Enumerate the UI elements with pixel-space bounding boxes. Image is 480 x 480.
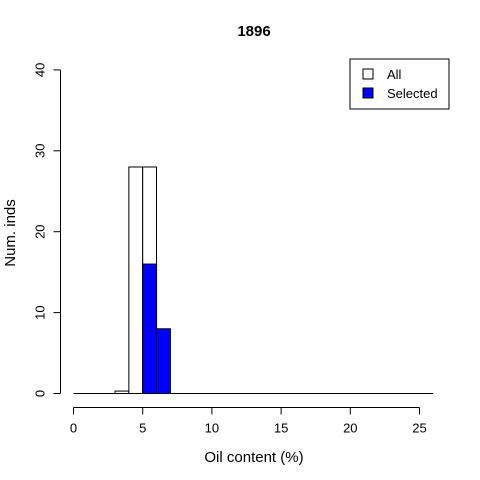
x-tick-label-25: 25 xyxy=(412,421,426,436)
y-tick-label-0: 0 xyxy=(33,390,48,397)
legend: All Selected xyxy=(349,58,450,110)
x-axis-ticks: 0 5 10 15 20 25 xyxy=(70,407,427,436)
x-tick-label-20: 20 xyxy=(343,421,357,436)
y-tick-label-20: 20 xyxy=(33,224,48,238)
x-tick-label-5: 5 xyxy=(139,421,146,436)
y-tick-label-40: 40 xyxy=(33,63,48,77)
legend-box xyxy=(349,58,450,110)
y-axis-ticks: 0 10 20 30 40 xyxy=(33,63,61,397)
y-axis-label: Num. inds xyxy=(2,199,19,267)
bar-selected-bin-5 xyxy=(142,263,158,394)
chart-title: 1896 xyxy=(237,23,270,40)
bar-selected-bin-6 xyxy=(156,328,171,394)
x-tick-label-0: 0 xyxy=(70,421,77,436)
y-tick-label-30: 30 xyxy=(33,144,48,158)
x-tick-label-10: 10 xyxy=(205,421,219,436)
bars-selected-series xyxy=(142,263,171,394)
y-tick-label-10: 10 xyxy=(33,305,48,319)
legend-swatch-selected xyxy=(362,87,374,99)
bars-all-series xyxy=(73,166,434,394)
legend-label-all: All xyxy=(387,67,402,82)
legend-label-selected: Selected xyxy=(387,86,438,101)
x-tick-label-15: 15 xyxy=(274,421,288,436)
bar-all-bin-4 xyxy=(128,166,144,394)
x-axis-label: Oil content (%) xyxy=(204,449,303,466)
legend-swatch-all xyxy=(362,68,374,80)
